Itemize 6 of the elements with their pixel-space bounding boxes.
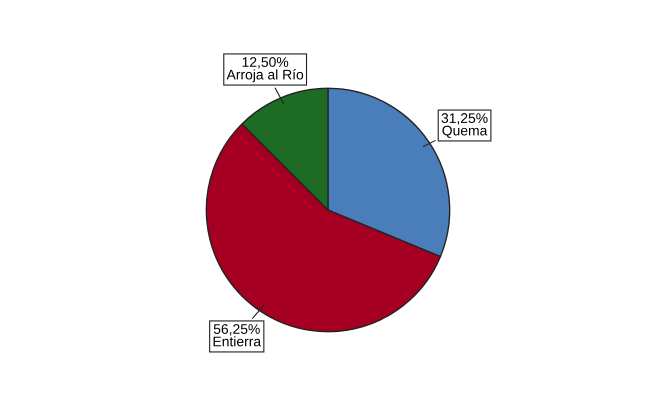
slice-label: Entierra [214,336,262,346]
data-label: 12,50% [242,57,288,69]
slice-label: Quema [442,126,488,138]
data-label: 31,25% [442,113,488,125]
slice-label: Arroja al Río [226,69,304,82]
data-label: 56,25% [214,324,260,336]
